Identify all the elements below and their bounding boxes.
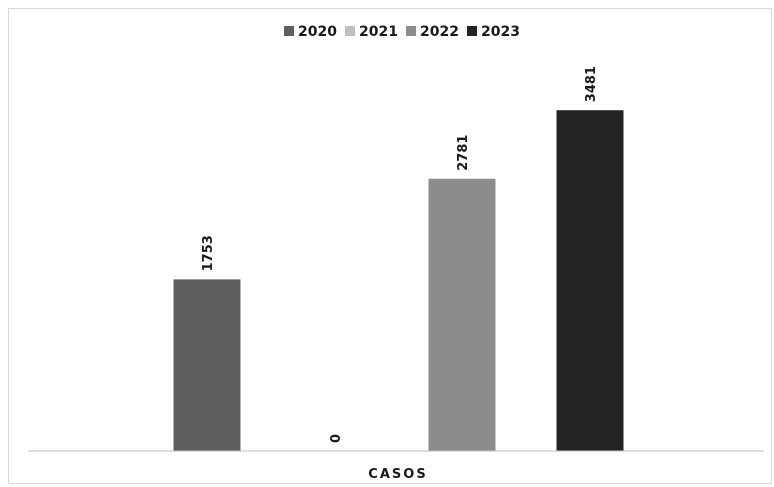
legend-swatch-2020 [284,26,294,36]
legend-item-2020: 2020 [284,24,337,40]
legend-label-2021: 2021 [359,24,398,40]
data-label-2020: 1753 [201,235,216,271]
legend-swatch-2021 [345,26,355,36]
plot-area: 1753 0 2781 3481 [173,66,624,452]
legend-item-2022: 2022 [406,24,459,40]
legend-label-2022: 2022 [420,24,459,40]
bar-2022 [428,178,496,451]
legend-label-2020: 2020 [298,24,337,40]
data-label-2021: 0 [329,434,344,443]
legend-label-2023: 2023 [481,24,520,40]
data-label-2023: 3481 [584,66,599,102]
legend-swatch-2023 [467,26,477,36]
legend-swatch-2022 [406,26,416,36]
legend-item-2023: 2023 [467,24,520,40]
legend-item-2021: 2021 [345,24,398,40]
bar-2023 [556,110,624,452]
legend: 2020 2021 2022 2023 [284,24,520,40]
data-label-2022: 2781 [456,135,471,171]
chart-frame [8,8,772,484]
x-category-label: CASOS [368,467,427,482]
bar-2020 [173,279,241,451]
